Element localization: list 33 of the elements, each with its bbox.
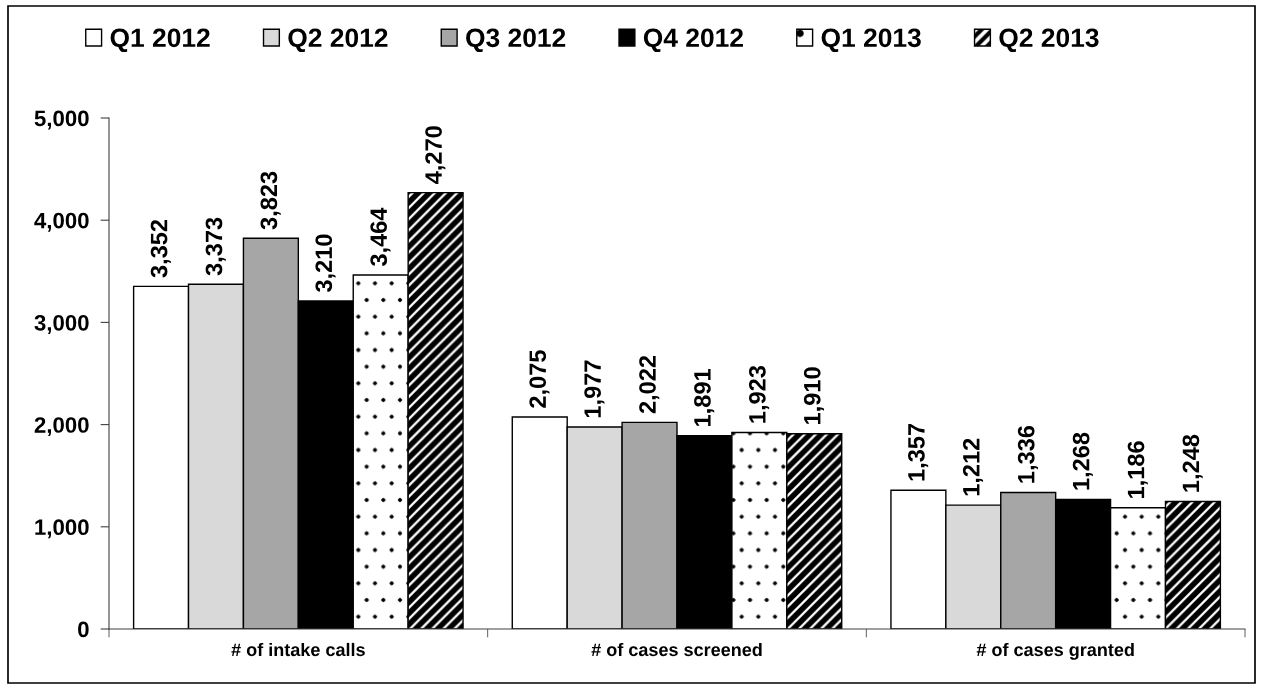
data-label: 3,823 (260, 171, 281, 230)
data-label: 2,022 (639, 355, 660, 414)
data-label: 4,270 (425, 126, 446, 184)
y-tick-label: 3,000 (34, 314, 89, 334)
data-label: 1,212 (962, 438, 984, 496)
legend-label: Q1 2013 (821, 28, 921, 53)
data-label: 1,186 (1127, 441, 1148, 498)
y-tick-label: 2,000 (34, 417, 89, 437)
data-label: 1,357 (908, 423, 929, 481)
legend-label: Q1 2012 (110, 28, 210, 53)
y-tick-label: 4,000 (34, 212, 89, 232)
data-label: 1,891 (694, 368, 715, 426)
legend-label: Q2 2012 (288, 28, 388, 53)
x-tick-label: # of intake calls (231, 642, 365, 657)
data-label: 3,373 (205, 217, 226, 276)
data-label: 2,075 (529, 350, 550, 408)
data-label: 1,336 (1017, 425, 1038, 483)
legend-label: Q3 2012 (466, 28, 566, 53)
data-label: 3,352 (150, 219, 171, 278)
y-tick-label: 1,000 (35, 519, 89, 539)
y-tick-label: 0 (78, 621, 89, 638)
data-label: 3,210 (315, 234, 336, 293)
y-tick-label: 5,000 (34, 110, 89, 130)
x-tick-label: # of cases granted (976, 642, 1134, 660)
legend-label: Q4 2012 (643, 28, 743, 53)
data-label: 1,977 (584, 360, 605, 418)
legend-label: Q2 2013 (999, 28, 1099, 53)
data-label: 1,248 (1182, 434, 1203, 492)
data-label: 1,910 (803, 367, 825, 424)
data-label: 3,464 (370, 207, 391, 267)
data-label: 1,923 (748, 365, 770, 423)
data-label: 1,268 (1072, 432, 1093, 490)
x-tick-label: # of cases screened (591, 642, 762, 657)
